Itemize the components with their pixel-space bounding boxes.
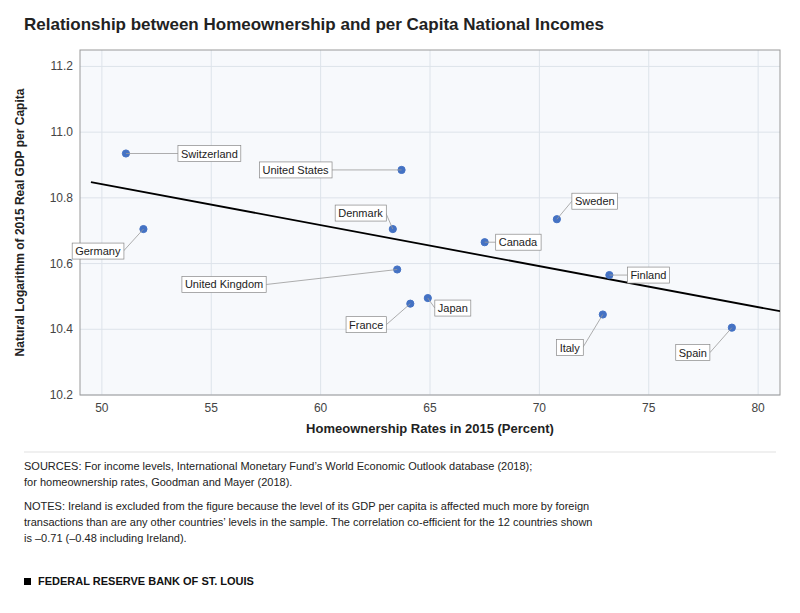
y-tick-label: 10.4 xyxy=(50,322,74,336)
leader-line xyxy=(123,229,143,251)
x-tick-label: 55 xyxy=(205,401,219,415)
x-tick-label: 60 xyxy=(314,401,328,415)
leader-line xyxy=(485,242,496,243)
annotation-box xyxy=(676,345,710,361)
x-tick-label: 75 xyxy=(642,401,656,415)
annotation: Spain xyxy=(676,328,732,361)
y-grid-line xyxy=(80,329,780,330)
x-tick-label: 80 xyxy=(751,401,765,415)
annotation: Canada xyxy=(485,234,541,250)
annotation-label: Japan xyxy=(438,302,468,314)
annotation-label: Canada xyxy=(499,236,538,248)
x-tick-label: 50 xyxy=(95,401,109,415)
annotation-box xyxy=(496,234,541,250)
y-grid-line xyxy=(80,132,780,133)
annotation-box xyxy=(72,243,124,259)
y-grid-line xyxy=(80,263,780,264)
annotation: France xyxy=(346,304,410,333)
leader-line xyxy=(386,213,393,229)
data-layer xyxy=(91,150,780,331)
y-tick-label: 11.0 xyxy=(51,125,74,139)
annotation-box xyxy=(346,317,386,333)
notes-line: transactions than are any other countrie… xyxy=(24,516,592,528)
annotation: United Kingdom xyxy=(182,269,397,292)
leader-line xyxy=(428,298,435,308)
annotation-box xyxy=(627,267,669,283)
annotation: Denmark xyxy=(335,205,393,229)
footer-mark xyxy=(24,578,31,585)
notes-line: is –0.71 (–0.48 including Ireland). xyxy=(24,532,187,544)
x-tick-label: 70 xyxy=(533,401,547,415)
annotation: Italy xyxy=(557,315,603,356)
annotation-box xyxy=(260,162,333,178)
x-grid-line xyxy=(648,50,649,395)
x-grid-line xyxy=(430,50,431,395)
annotation: Sweden xyxy=(557,193,618,219)
y-tick-label: 10.2 xyxy=(50,388,74,402)
y-tick-label: 10.8 xyxy=(50,191,74,205)
title: Relationship between Homeownership and p… xyxy=(24,15,604,34)
trendline xyxy=(91,182,780,311)
sources-line: for homeownership rates, Goodman and May… xyxy=(24,476,292,488)
annotation-label: United Kingdom xyxy=(185,278,263,290)
annotation-box xyxy=(557,340,584,356)
x-grid-line xyxy=(101,50,102,395)
x-grid-line xyxy=(758,50,759,395)
x-grid-line xyxy=(211,50,212,395)
annotation-box xyxy=(182,276,266,292)
annotation-label: France xyxy=(349,319,383,331)
footer: FEDERAL RESERVE BANK OF ST. LOUIS xyxy=(38,575,254,587)
annotation-label: Switzerland xyxy=(181,148,238,160)
sources-line: SOURCES: For income levels, Internationa… xyxy=(24,460,532,472)
x-grid-line xyxy=(320,50,321,395)
annotation-label: Germany xyxy=(75,245,121,257)
annotation-label: United States xyxy=(263,164,330,176)
y-tick-label: 10.6 xyxy=(50,257,74,271)
leader-line xyxy=(126,153,178,154)
annotation-box xyxy=(572,193,618,209)
annotation-box xyxy=(178,146,241,162)
leader-line xyxy=(386,304,410,325)
annotation: Finland xyxy=(609,267,669,283)
grid xyxy=(80,50,780,395)
y-axis-label: Natural Logarithm of 2015 Real GDP per C… xyxy=(13,88,27,356)
y-grid-line xyxy=(80,197,780,198)
annotation: United States xyxy=(260,162,402,178)
y-grid-line xyxy=(80,66,780,67)
x-axis-label: Homeownership Rates in 2015 (Percent) xyxy=(306,421,554,436)
annotation-label: Finland xyxy=(630,269,666,281)
leader-line xyxy=(266,269,397,284)
annotation-label: Sweden xyxy=(575,195,615,207)
notes: NOTES: Ireland is excluded from the figu… xyxy=(24,500,592,544)
annotation: Switzerland xyxy=(126,146,241,162)
leader-line xyxy=(583,315,603,348)
leader-line xyxy=(710,328,732,353)
annotation-box xyxy=(435,300,471,316)
leader-line xyxy=(332,169,402,170)
x-tick-label: 65 xyxy=(423,401,437,415)
x-grid-line xyxy=(539,50,540,395)
leader-line xyxy=(557,201,572,219)
y-tick-label: 11.2 xyxy=(51,59,74,73)
leader-line xyxy=(609,275,627,276)
notes-line: NOTES: Ireland is excluded from the figu… xyxy=(24,500,589,512)
plot-frame xyxy=(80,50,780,395)
annotations: Switzerland Germany United States Denmark Un… xyxy=(72,146,732,361)
annotation-box xyxy=(335,205,386,221)
annotation-label: Denmark xyxy=(338,207,383,219)
annotation-label: Spain xyxy=(679,347,707,359)
separator xyxy=(24,452,776,453)
sources: SOURCES: For income levels, Internationa… xyxy=(24,460,532,488)
plot-background xyxy=(80,50,780,395)
annotation: Germany xyxy=(72,229,143,259)
chart: Relationship between Homeownership and p… xyxy=(0,0,800,613)
annotation-label: Italy xyxy=(560,342,581,354)
annotation: Japan xyxy=(428,298,471,316)
